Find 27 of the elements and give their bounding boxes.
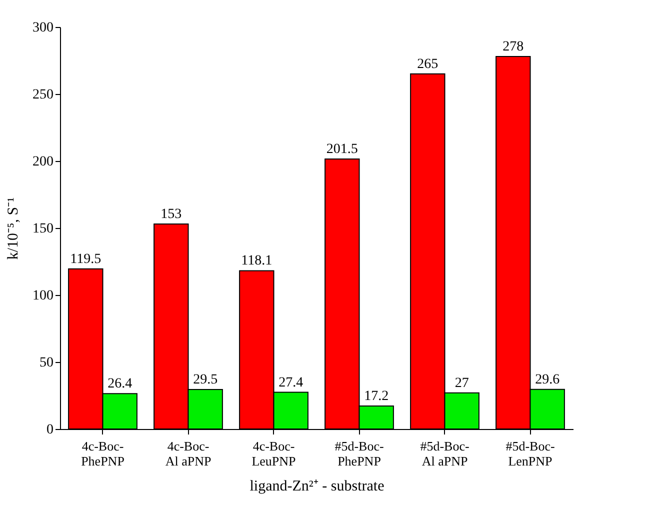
- data-label: 278: [502, 39, 524, 54]
- x-tick-label: 4c-Boc- PhePNP: [81, 438, 124, 468]
- y-tick-label: 300: [32, 20, 54, 36]
- data-label: 27: [454, 376, 469, 391]
- data-label: 29.6: [535, 372, 560, 388]
- y-tick-label: 250: [32, 88, 54, 102]
- data-label: 265: [417, 56, 438, 72]
- y-tick-label: 0: [46, 422, 54, 438]
- data-label: 118.1: [241, 254, 272, 269]
- x-tick-label: 4c-Boc- Al aPNP: [165, 438, 212, 468]
- data-label: 27.4: [278, 375, 304, 390]
- x-tick-label: #5d-Boc- LenPNP: [506, 438, 555, 468]
- x-tick-label: 4c-Boc- LeuPNP: [252, 438, 296, 468]
- data-label: 17.2: [364, 388, 389, 404]
- y-tick-label: 50: [40, 356, 54, 370]
- y-axis-title: k/10⁻⁵, S⁻¹: [6, 197, 22, 260]
- data-label: 153: [160, 206, 182, 222]
- y-tick-label: 200: [32, 154, 54, 170]
- x-tick-label: #5d-Boc- PhePNP: [334, 438, 384, 468]
- data-label: 29.5: [193, 372, 218, 388]
- data-label: 119.5: [70, 252, 102, 267]
- data-label: 26.4: [108, 376, 132, 392]
- x-axis-title: ligand-Zn²⁺ - substrate: [250, 478, 385, 494]
- y-tick-label: 100: [32, 288, 54, 304]
- x-tick-label: #5d-Boc- Al aPNP: [420, 438, 470, 468]
- y-tick-label: 150: [32, 222, 54, 236]
- data-label: 201.5: [326, 142, 358, 157]
